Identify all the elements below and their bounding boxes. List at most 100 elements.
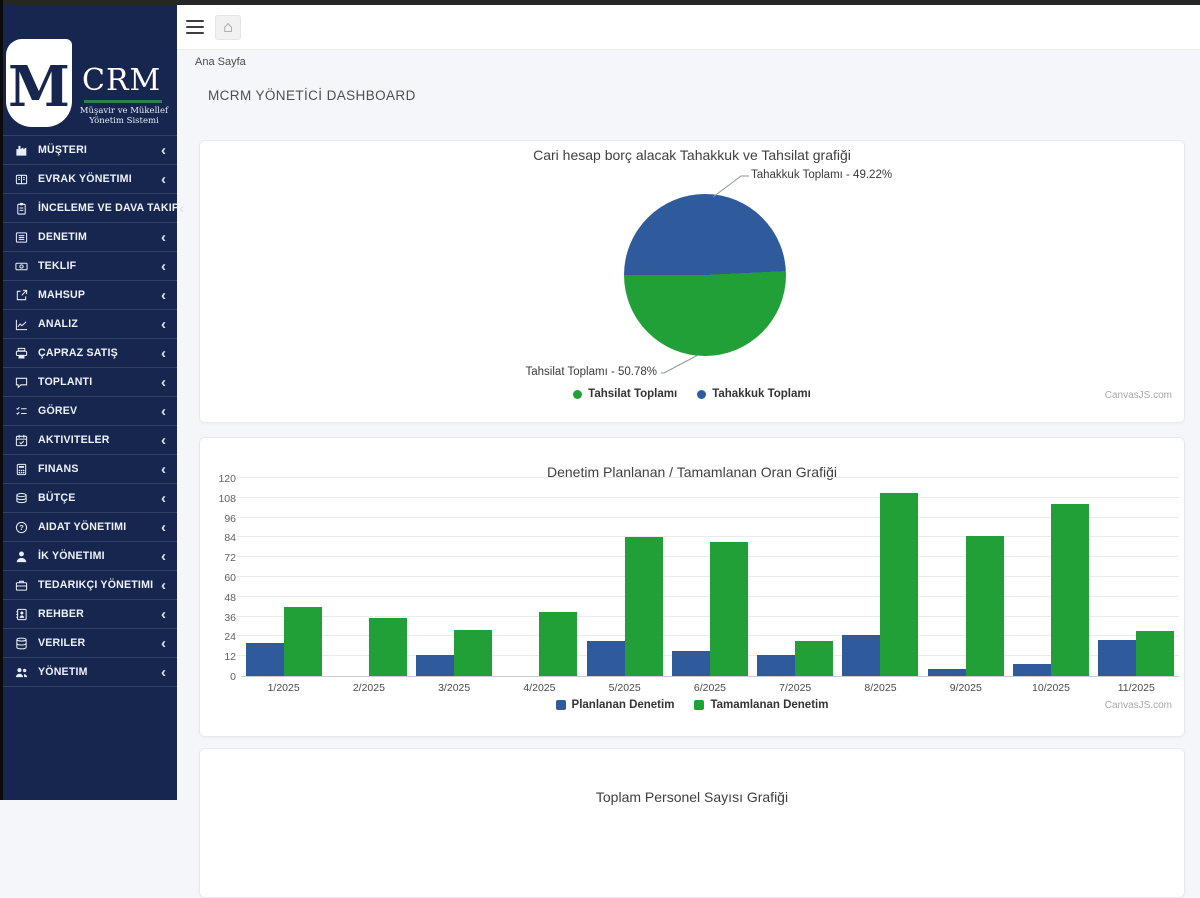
sidebar-item-butce[interactable]: BÜTÇE ‹ [0,484,177,513]
sidebar-item-label: YÖNETIM [38,666,88,678]
bar-tamamlanan-denetim-8-2025[interactable] [880,492,919,676]
bar-planlanan-denetim-10-2025[interactable] [1013,664,1052,676]
browser-top-strip [0,0,1200,5]
sidebar-item-aktiviteler[interactable]: AKTIVITELER ‹ [0,426,177,455]
bar-tamamlanan-denetim-7-2025[interactable] [795,641,834,676]
legend-label: Tahakkuk Toplamı [712,388,811,400]
sidebar-item-analiz[interactable]: ANALIZ ‹ [0,310,177,339]
sidebar-item-label: REHBER [38,608,84,620]
home-button[interactable]: ⌂ [215,15,241,40]
calendar-check-icon [15,434,32,447]
legend-marker-blue [697,389,707,399]
gridline [237,516,1179,518]
x-tick-label: 11/2025 [1117,682,1155,694]
bar-plot-area [237,477,1179,677]
sidebar-item-veriler[interactable]: VERILER ‹ [0,629,177,658]
bar-tamamlanan-denetim-5-2025[interactable] [624,537,663,676]
bar-tamamlanan-denetim-11-2025[interactable] [1136,631,1175,676]
chevron-left-icon: ‹ [161,489,166,507]
bar-planlanan-denetim-3-2025[interactable] [416,654,455,676]
sidebar-item-label: İNCELEME VE DAVA TAKIP [38,202,180,214]
bar-group-3-2025 [412,479,497,676]
pie-chart[interactable] [624,194,786,356]
sidebar-item-yonetim[interactable]: YÖNETIM ‹ [0,658,177,687]
x-tick-label: 10/2025 [1032,682,1070,694]
bar-planlanan-denetim-7-2025[interactable] [757,654,796,676]
gridline [237,496,1179,498]
sidebar-item-denetim[interactable]: DENETIM ‹ [0,223,177,252]
legend-item-tahakkuk[interactable]: Tahakkuk Toplamı [697,388,811,400]
sidebar-item-i-nceleme-ve-dava-takip[interactable]: İNCELEME VE DAVA TAKIP ‹ [0,194,184,223]
sidebar-item-musteri[interactable]: MÜŞTERI ‹ [0,136,177,165]
gridline [237,536,1179,538]
x-tick-label: 6/2025 [693,682,727,694]
y-tick-label: 60 [224,572,236,584]
sidebar-item-label: AKTIVITELER [38,434,110,446]
sidebar-item-label: ÇAPRAZ SATIŞ [38,347,118,359]
chart-line-icon [15,318,32,331]
sidebar-item-label: FINANS [38,463,79,475]
sidebar-item-teklif[interactable]: TEKLIF ‹ [0,252,177,281]
app-logo[interactable]: M CRM Müşavir ve Mükellef Yönetim Sistem… [0,5,177,135]
bar-legend: Planlanan Denetim Tamamlanan Denetim [200,699,1184,711]
canvasjs-watermark[interactable]: CanvasJS.com [1104,390,1172,401]
personnel-chart-card: Toplam Personel Sayısı Grafiği [199,748,1185,898]
bar-tamamlanan-denetim-9-2025[interactable] [965,535,1004,676]
sidebar-item-aidat-yonetimi[interactable]: ? AIDAT YÖNETIMI ‹ [0,513,177,542]
sidebar-item-tedarikci-yonetimi[interactable]: TEDARIKÇI YÖNETIMI ‹ [0,571,177,600]
y-tick-label: 36 [224,611,236,624]
y-axis-labels: 0 12 24 36 48 60 72 84 96 108 120 [200,473,236,683]
tasks-icon [15,405,32,418]
bar-group-1-2025 [241,479,326,676]
chevron-left-icon: ‹ [161,402,166,420]
sidebar-item-label: EVRAK YÖNETIMI [38,173,132,185]
gridline [237,477,1179,478]
sidebar-item-capraz-satis[interactable]: ÇAPRAZ SATIŞ ‹ [0,339,177,368]
bar-tamamlanan-denetim-1-2025[interactable] [283,606,322,676]
sidebar-item-mahsup[interactable]: MAHSUP ‹ [0,281,177,310]
bar-tamamlanan-denetim-2-2025[interactable] [368,618,407,676]
window-left-edge [0,0,3,800]
bar-planlanan-denetim-6-2025[interactable] [671,651,710,676]
chevron-left-icon: ‹ [161,663,166,681]
sidebar-item-i-k-yonetimi[interactable]: İK YÖNETIMI ‹ [0,542,177,571]
briefcase-icon [15,579,32,592]
sidebar-item-rehber[interactable]: REHBER ‹ [0,600,177,629]
legend-item-tahsilat[interactable]: Tahsilat Toplamı [573,388,677,400]
sidebar-item-toplanti[interactable]: TOPLANTI ‹ [0,368,177,397]
bar-tamamlanan-denetim-3-2025[interactable] [454,629,493,676]
legend-label: Tamamlanan Denetim [710,699,829,711]
bar-group-9-2025 [923,479,1008,676]
clipboard-icon [15,202,32,215]
legend-item-planlanan[interactable]: Planlanan Denetim [555,699,674,711]
sidebar-item-label: TEDARIKÇI YÖNETIMI [38,579,154,591]
legend-item-tamamlanan[interactable]: Tamamlanan Denetim [694,699,828,711]
bar-planlanan-denetim-1-2025[interactable] [245,643,284,676]
canvasjs-watermark[interactable]: CanvasJS.com [1104,700,1172,711]
bar-tamamlanan-denetim-6-2025[interactable] [709,542,748,676]
breadcrumb[interactable]: Ana Sayfa [195,56,246,68]
coins-icon [15,492,32,505]
sidebar-nav: MÜŞTERI ‹ EVRAK YÖNETIMI ‹ İNCELEME VE DAVA … [0,135,184,687]
chevron-left-icon: ‹ [161,228,166,246]
sidebar-item-label: DENETIM [38,231,88,243]
sidebar-item-finans[interactable]: FINANS ‹ [0,455,177,484]
bar-planlanan-denetim-8-2025[interactable] [842,634,881,676]
book-icon [15,173,32,186]
topbar: ⌂ [177,5,1200,50]
sidebar-item-gorev[interactable]: GÖREV ‹ [0,397,177,426]
pie-callout-tahsilat: Tahsilat Toplamı - 50.78% [525,366,657,378]
page-title: MCRM YÖNETİCİ DASHBOARD [208,88,416,103]
bar-group-4-2025 [497,479,582,676]
main-content: Ana Sayfa MCRM YÖNETİCİ DASHBOARD Cari h… [177,50,1200,898]
sidebar-item-evrak-yonetimi[interactable]: EVRAK YÖNETIMI ‹ [0,165,177,194]
chevron-left-icon: ‹ [161,141,166,159]
chevron-left-icon: ‹ [161,170,166,188]
bar-tamamlanan-denetim-4-2025[interactable] [539,611,578,676]
bar-tamamlanan-denetim-10-2025[interactable] [1051,504,1090,676]
hamburger-menu-icon[interactable] [186,19,204,35]
bar-planlanan-denetim-9-2025[interactable] [927,669,966,676]
bar-planlanan-denetim-5-2025[interactable] [586,641,625,676]
bar-planlanan-denetim-11-2025[interactable] [1098,639,1137,676]
x-tick-label: 2/2025 [352,682,385,694]
